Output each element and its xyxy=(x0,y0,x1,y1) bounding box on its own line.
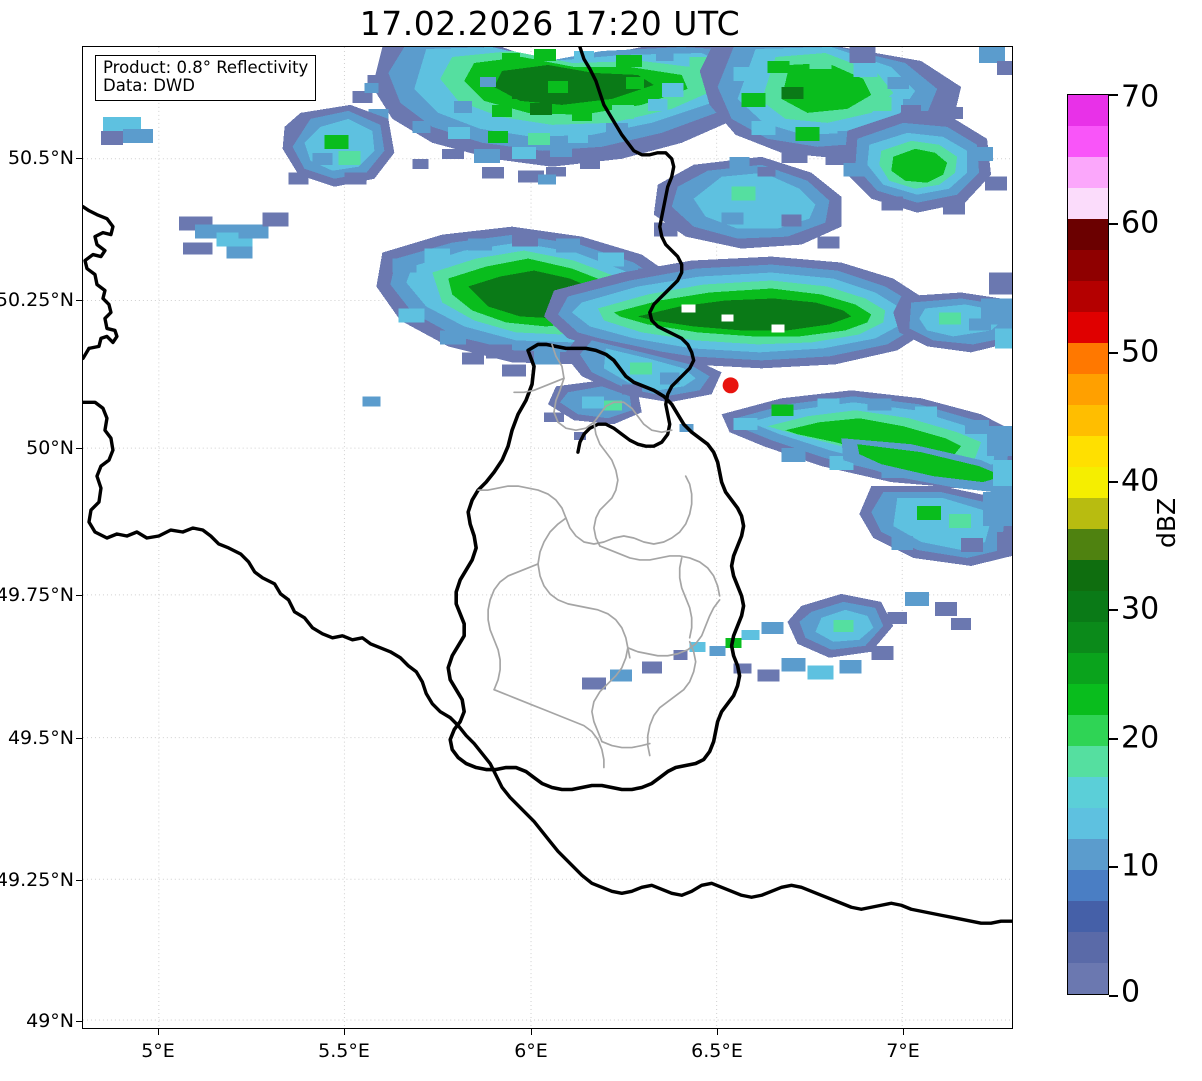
colorbar-band-24 xyxy=(1068,839,1108,872)
colorbar-band-17 xyxy=(1068,622,1108,655)
y-tick-label-50-25: 50.25°N xyxy=(0,289,74,311)
colorbar-label-50: 50 xyxy=(1121,334,1160,370)
colorbar-band-16 xyxy=(1068,591,1108,624)
colorbar-tick-70 xyxy=(1109,94,1118,96)
colorbar-tick-30 xyxy=(1109,609,1118,611)
x-tick-label-7: 7°E xyxy=(886,1040,920,1062)
echo-cells-northwest-isolated xyxy=(100,104,395,259)
colorbar-band-14 xyxy=(1068,529,1108,562)
colorbar-band-10 xyxy=(1068,405,1108,438)
colorbar-band-7 xyxy=(1068,312,1108,345)
colorbar-band-28 xyxy=(1068,963,1108,994)
product-info-box: Product: 0.8° Reflectivity Data: DWD xyxy=(95,55,317,101)
colorbar-band-26 xyxy=(1068,901,1108,934)
colorbar-label-20: 20 xyxy=(1121,720,1160,756)
echo-cell-main-green-band xyxy=(544,256,1012,403)
x-tick-mark-2 xyxy=(344,1029,346,1035)
colorbar-band-27 xyxy=(1068,932,1108,965)
colorbar-band-22 xyxy=(1068,777,1108,810)
colorbar-label-30: 30 xyxy=(1121,591,1160,627)
colorbar-label-60: 60 xyxy=(1121,205,1160,241)
colorbar-band-12 xyxy=(1068,467,1108,500)
colorbar-tick-0 xyxy=(1109,995,1118,997)
echo-cells-far-east xyxy=(981,272,1012,554)
x-tick-mark-1 xyxy=(158,1029,160,1035)
radar-reflectivity-echoes xyxy=(100,47,1012,690)
x-tick-label-5-5: 5.5°E xyxy=(318,1040,370,1062)
colorbar-label-10: 10 xyxy=(1121,848,1160,884)
x-tick-label-5: 5°E xyxy=(141,1040,175,1062)
colorbar-band-11 xyxy=(1068,436,1108,469)
reflectivity-colorbar[interactable] xyxy=(1067,94,1109,995)
x-tick-label-6-5: 6.5°E xyxy=(691,1040,743,1062)
y-tick-label-50: 50°N xyxy=(26,437,74,459)
colorbar-band-2 xyxy=(1068,157,1108,190)
colorbar-tick-40 xyxy=(1109,481,1118,483)
colorbar-band-19 xyxy=(1068,684,1108,717)
map-plot-area[interactable]: Product: 0.8° Reflectivity Data: DWD xyxy=(82,46,1013,1029)
echo-cell-mid-north xyxy=(653,156,842,249)
luxembourg-region-borders xyxy=(477,343,721,769)
colorbar-label-70: 70 xyxy=(1121,79,1160,115)
colorbar-tick-20 xyxy=(1109,738,1118,740)
colorbar-band-3 xyxy=(1068,188,1108,221)
colorbar-tick-10 xyxy=(1109,866,1118,868)
x-tick-mark-3 xyxy=(531,1029,533,1035)
colorbar-tick-60 xyxy=(1109,223,1118,225)
colorbar-band-20 xyxy=(1068,715,1108,748)
colorbar-band-5 xyxy=(1068,250,1108,283)
data-source-label: Data: DWD xyxy=(103,76,195,96)
colorbar-band-18 xyxy=(1068,653,1108,686)
radar-site-marker[interactable] xyxy=(722,377,739,394)
y-tick-label-49: 49°N xyxy=(26,1010,74,1032)
page-title: 17.02.2026 17:20 UTC xyxy=(359,4,741,43)
map-canvas xyxy=(83,47,1012,1028)
y-tick-label-50-5: 50.5°N xyxy=(7,147,74,169)
y-tick-label-49-75: 49.75°N xyxy=(0,584,74,606)
colorbar-band-23 xyxy=(1068,808,1108,841)
y-tick-label-49-25: 49.25°N xyxy=(0,869,74,891)
y-tick-label-49-5: 49.5°N xyxy=(7,727,74,749)
echo-cells-south-scattered xyxy=(581,591,972,690)
echo-cells-border-small xyxy=(362,352,642,425)
colorbar-unit-label: dBZ xyxy=(1152,497,1181,548)
colorbar-band-0 xyxy=(1068,95,1108,128)
echo-cell-southeast-band xyxy=(721,390,1012,566)
x-tick-label-6: 6°E xyxy=(514,1040,548,1062)
colorbar-band-6 xyxy=(1068,281,1108,314)
colorbar-tick-50 xyxy=(1109,352,1118,354)
colorbar-band-8 xyxy=(1068,343,1108,376)
x-tick-mark-5 xyxy=(903,1029,905,1035)
country-borders xyxy=(83,204,1012,925)
x-tick-mark-4 xyxy=(717,1029,719,1035)
colorbar-label-0: 0 xyxy=(1121,974,1141,1010)
echo-cluster-upper-right xyxy=(843,47,1012,215)
colorbar-band-1 xyxy=(1068,126,1108,159)
product-label: Product: 0.8° Reflectivity xyxy=(103,58,309,77)
colorbar-band-15 xyxy=(1068,560,1108,593)
colorbar-label-40: 40 xyxy=(1121,463,1160,499)
colorbar-band-25 xyxy=(1068,870,1108,903)
colorbar-band-9 xyxy=(1068,374,1108,407)
colorbar-band-4 xyxy=(1068,219,1108,252)
luxembourg-national-border xyxy=(446,342,746,792)
colorbar-band-21 xyxy=(1068,746,1108,779)
colorbar-band-13 xyxy=(1068,498,1108,531)
germany-belgium-border xyxy=(576,47,696,454)
